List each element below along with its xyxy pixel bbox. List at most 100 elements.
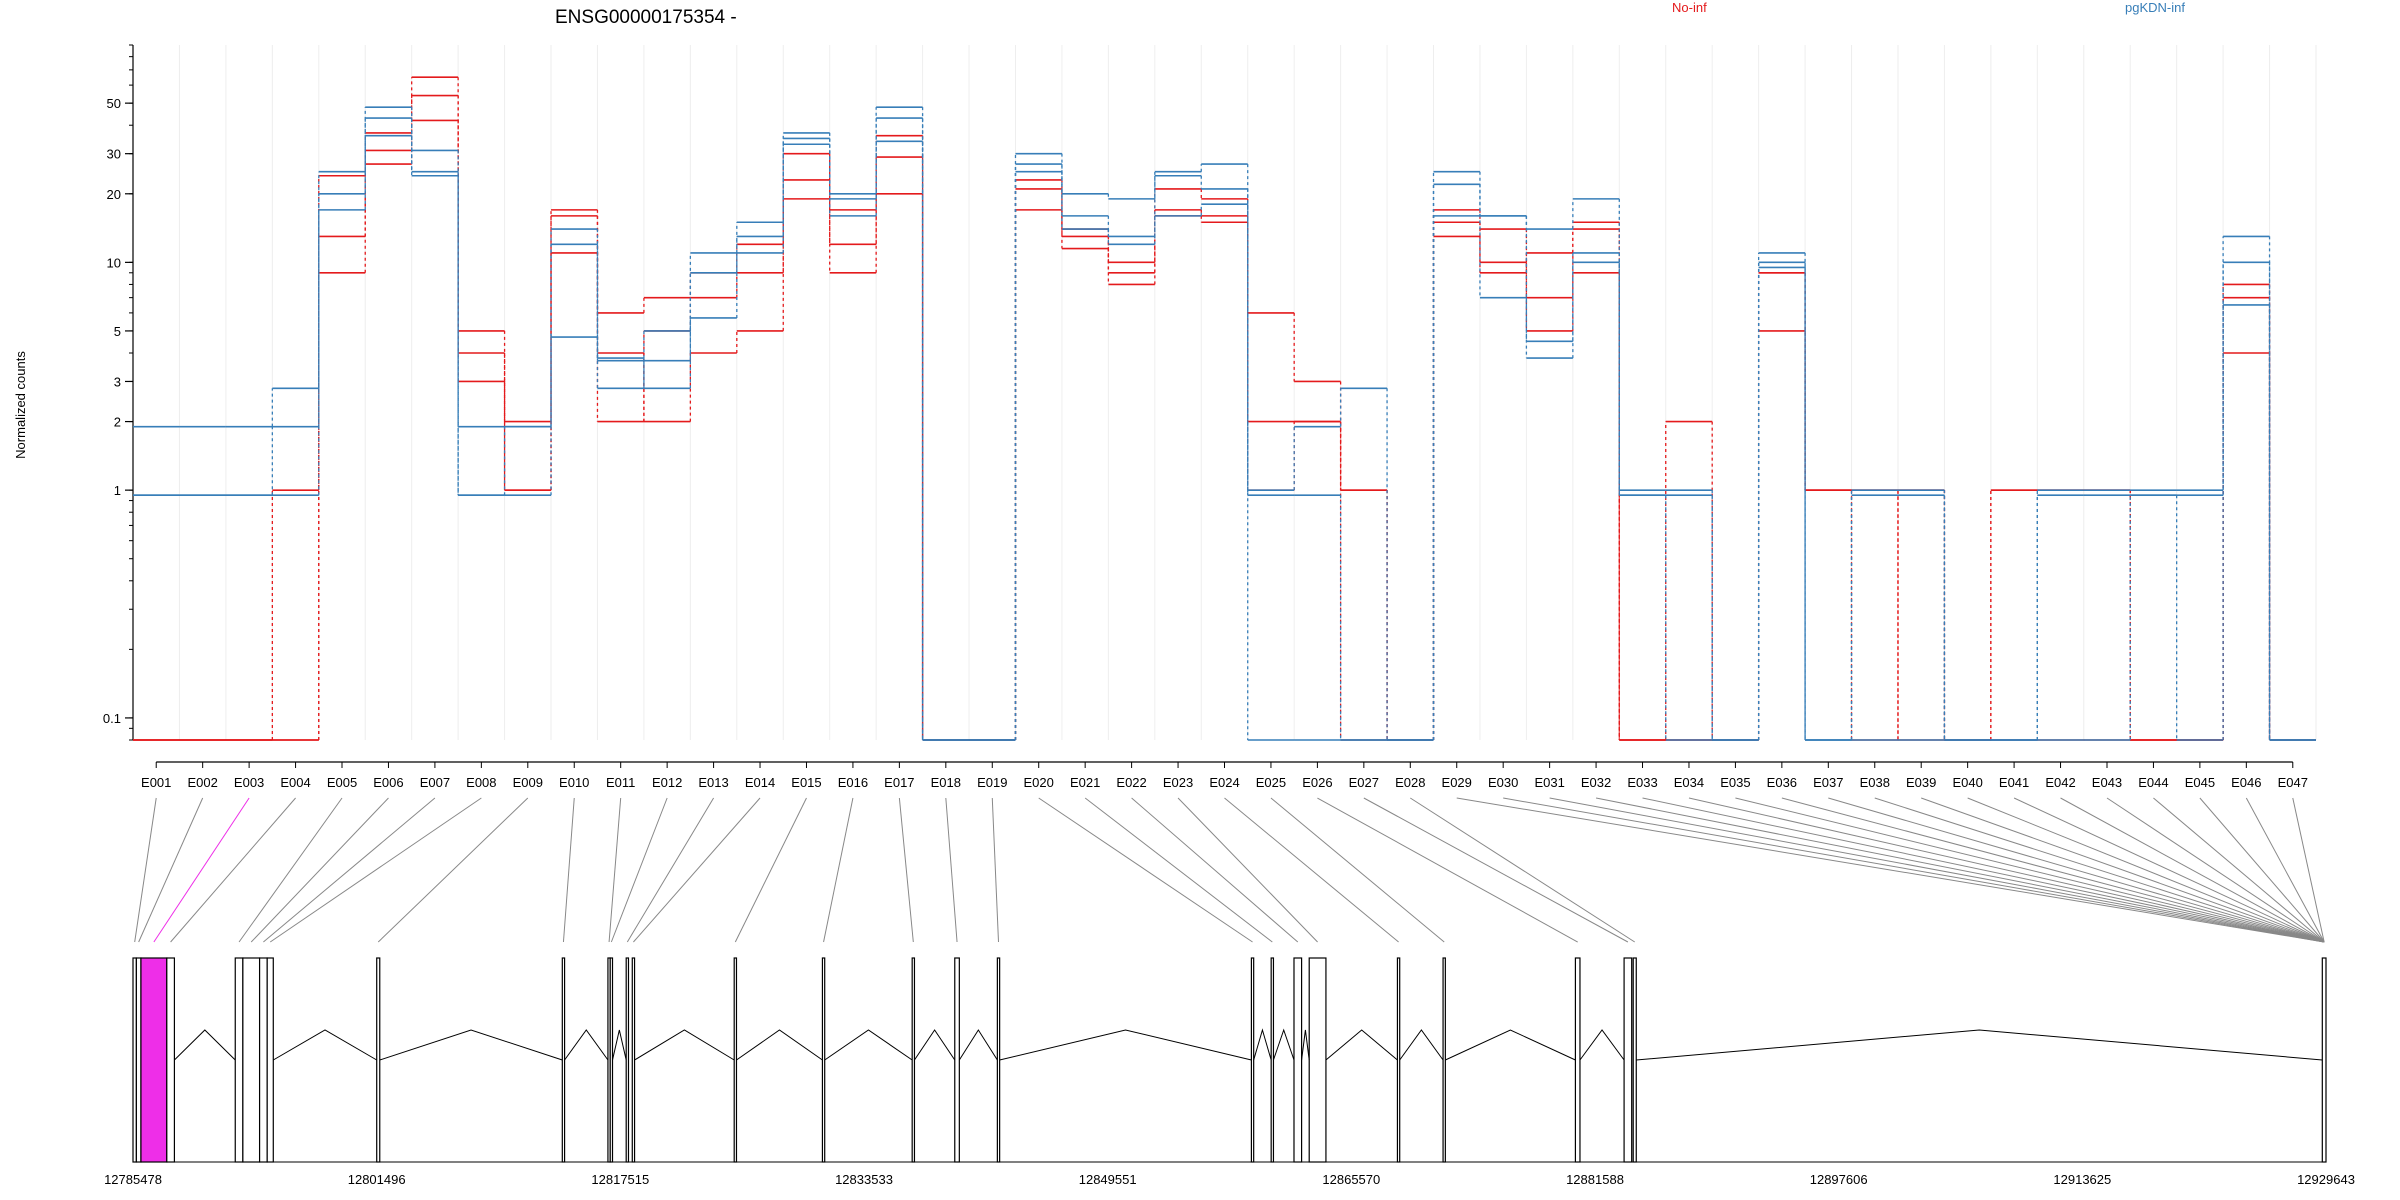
genomic-tick-label: 12913625 — [2053, 1172, 2111, 1187]
x-tick-label: E008 — [466, 775, 496, 790]
y-tick-label: 1 — [114, 483, 121, 498]
intron-line — [612, 1029, 627, 1061]
x-tick-label: E030 — [1488, 775, 1518, 790]
exon-box — [140, 957, 168, 1163]
exon-connector-line — [1456, 797, 2325, 943]
x-tick-label: E025 — [1256, 775, 1286, 790]
exon-box — [242, 957, 261, 1163]
series-no-inf-0 — [133, 94, 2316, 741]
series-pgkdn-inf-5 — [133, 117, 2316, 741]
exon-box — [266, 957, 274, 1163]
x-tick-label: E018 — [931, 775, 961, 790]
y-tick-label: 5 — [114, 324, 121, 339]
genomic-tick-label: 12897606 — [1810, 1172, 1868, 1187]
exon-box — [1270, 957, 1275, 1163]
legend-label-no-inf: No-inf — [1672, 0, 1707, 15]
exon-connector-line — [626, 797, 715, 943]
x-tick-label: E047 — [2278, 775, 2308, 790]
exon-connector-line — [377, 797, 529, 943]
exon-connector-line — [633, 797, 761, 943]
exon-connector-line — [134, 797, 157, 943]
exon-connector-line — [1363, 797, 1629, 943]
genomic-tick-label: 12849551 — [1079, 1172, 1137, 1187]
exon-connector-line — [1270, 797, 1445, 943]
exon-connector-line — [823, 797, 854, 943]
y-tick-label: 30 — [107, 147, 121, 162]
x-tick-label: E038 — [1860, 775, 1890, 790]
series-no-inf-1 — [133, 76, 2316, 741]
x-tick-label: E012 — [652, 775, 682, 790]
exon-connector-line — [608, 797, 622, 943]
exon-box — [561, 957, 566, 1163]
genomic-tick-label: 12833533 — [835, 1172, 893, 1187]
exon-connector-line — [1038, 797, 1253, 943]
exon-box — [1442, 957, 1446, 1163]
exon-connector-line — [1131, 797, 1299, 943]
exon-connector-line — [2292, 797, 2325, 943]
exon-box — [1308, 957, 1327, 1163]
exon-connector-line — [1084, 797, 1273, 943]
exon-connector-line — [1317, 797, 1578, 943]
plot-series — [133, 76, 2316, 741]
x-tick-label: E003 — [234, 775, 264, 790]
genomic-tick-label: 12865570 — [1322, 1172, 1380, 1187]
exon-box — [625, 957, 630, 1163]
exon-connector-line — [138, 797, 204, 943]
exon-connector-line — [2106, 797, 2325, 943]
intron-line — [1253, 1028, 1272, 1061]
exon-connector-line — [991, 797, 1000, 943]
legend-label-pgkdn-inf: pgKDN-inf — [2125, 0, 2185, 15]
exon-connector-line — [898, 797, 914, 943]
intron-line — [1445, 1029, 1576, 1061]
x-tick-label: E033 — [1627, 775, 1657, 790]
exon-connector-line — [1549, 797, 2325, 943]
x-tick-label: E041 — [1999, 775, 2029, 790]
x-tick-label: E037 — [1813, 775, 1843, 790]
exon-connector-line — [1688, 797, 2325, 943]
chart-title: ENSG00000175354 - — [555, 7, 737, 28]
x-tick-label: E044 — [2138, 775, 2168, 790]
x-tick-label: E031 — [1534, 775, 1564, 790]
exon-connector-line — [1921, 797, 2325, 943]
x-tick-label: E007 — [420, 775, 450, 790]
intron-line — [736, 1029, 823, 1061]
exon-connector-line — [1874, 797, 2325, 943]
exon-box — [954, 957, 960, 1163]
y-axis-label: Normalized counts — [13, 351, 28, 459]
genomic-tick-label: 12801496 — [348, 1172, 406, 1187]
exon-box — [234, 957, 244, 1163]
exon-box — [911, 957, 916, 1163]
exon-connector-line — [263, 797, 436, 943]
x-tick-label: E045 — [2185, 775, 2215, 790]
genomic-tick-label: 12785478 — [104, 1172, 162, 1187]
x-tick-label: E022 — [1116, 775, 1146, 790]
x-tick-label: E005 — [327, 775, 357, 790]
exon-box — [1396, 957, 1401, 1163]
x-tick-label: E004 — [280, 775, 310, 790]
series-no-inf-2 — [133, 119, 2316, 741]
x-tick-label: E028 — [1395, 775, 1425, 790]
intron-line — [824, 1029, 913, 1061]
exon-connector-line — [250, 797, 389, 943]
exon-box — [1623, 957, 1633, 1163]
intron-line — [634, 1029, 735, 1061]
plot-axes: 0.1 1 2 3 5 10 20 30 50 E001 E002 E003 E004 E005 E006 E… — [103, 44, 2308, 790]
exon-connector-line — [1595, 797, 2325, 943]
intron-line — [914, 1029, 956, 1061]
intron-line — [1301, 1029, 1310, 1061]
y-tick-label: 50 — [107, 96, 121, 111]
genomic-tick-label: 12881588 — [1566, 1172, 1624, 1187]
exon-box — [609, 957, 614, 1163]
intron-line — [1399, 1029, 1444, 1061]
intron-line — [1272, 1028, 1295, 1061]
exon-connector-line — [1781, 797, 2325, 943]
intron-line — [999, 1029, 1252, 1061]
genomic-axis: 12785478 12801496 12817515 12833533 12849551… — [104, 1161, 2355, 1187]
y-tick-label: 3 — [114, 374, 121, 389]
x-tick-label: E039 — [1906, 775, 1936, 790]
x-tick-label: E011 — [606, 775, 635, 790]
intron-line — [174, 1029, 236, 1061]
intron-line — [1579, 1029, 1625, 1061]
exon-connector-line — [1224, 797, 1399, 943]
exon-box — [1632, 957, 1637, 1163]
